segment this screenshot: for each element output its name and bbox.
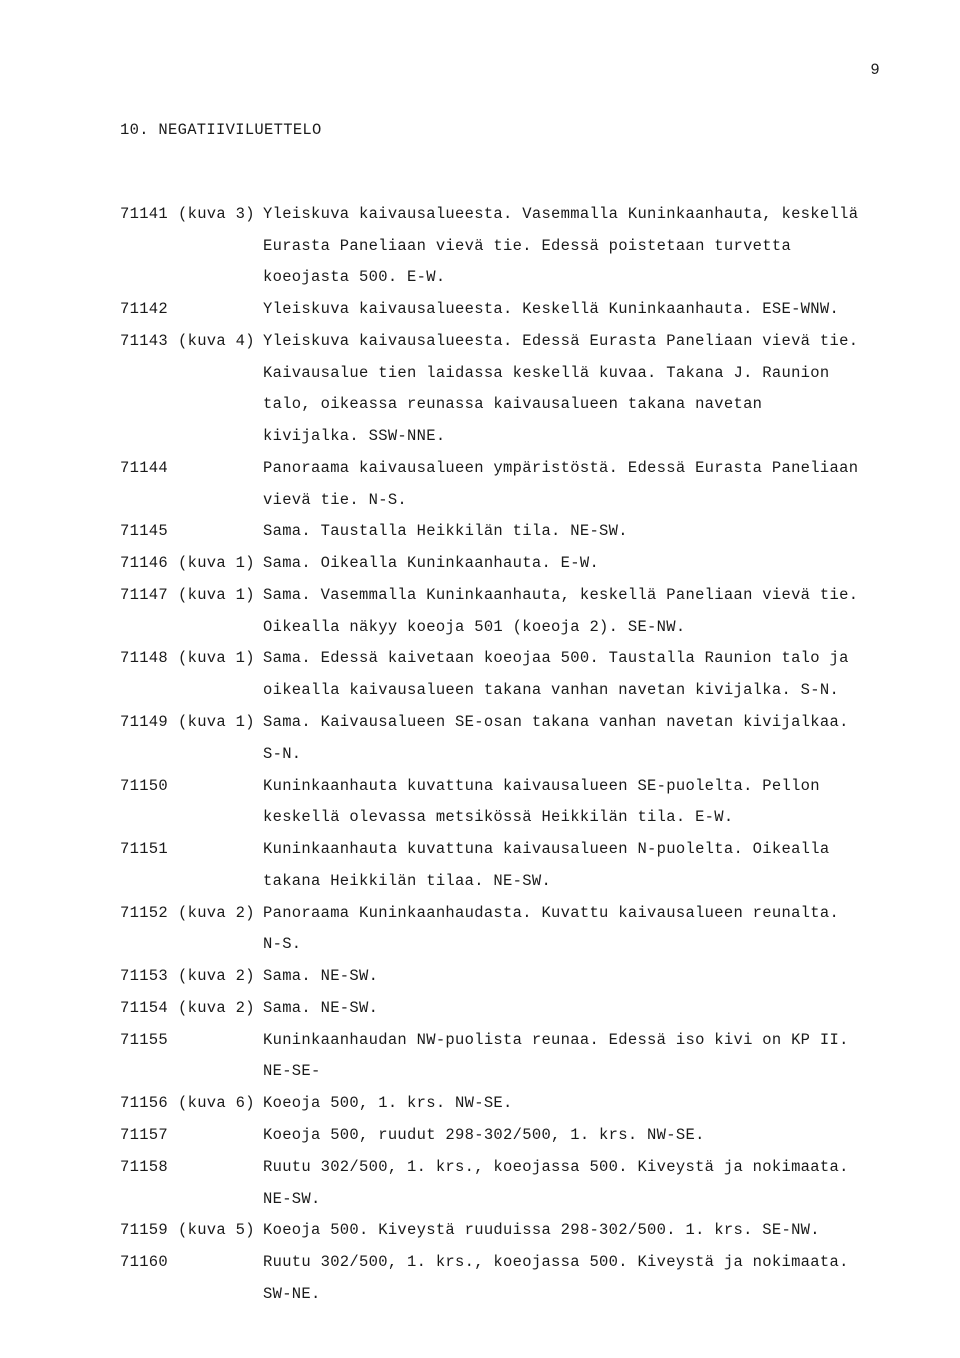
entry-description: Kuninkaanhaudan NW-puolista reunaa. Edes… xyxy=(263,1025,860,1089)
section-heading: 10. NEGATIIVILUETTELO xyxy=(120,115,860,147)
entry-description: Yleiskuva kaivausalueesta. Edessä Eurast… xyxy=(263,326,860,453)
entry-ref: (kuva 2) xyxy=(178,993,263,1025)
entry-ref: (kuva 5) xyxy=(178,1215,263,1247)
entry-id: 71145 xyxy=(120,516,178,548)
entry-ref: (kuva 4) xyxy=(178,326,263,358)
entry-description: Sama. Edessä kaivetaan koeojaa 500. Taus… xyxy=(263,643,860,707)
entry-description: Sama. Oikealla Kuninkaanhauta. E-W. xyxy=(263,548,860,580)
entry-id: 71143 xyxy=(120,326,178,358)
entry-row: 71145 Sama. Taustalla Heikkilän tila. NE-… xyxy=(120,516,860,548)
entry-id: 71144 xyxy=(120,453,178,485)
entry-description: Panoraama kaivausalueen ympäristöstä. Ed… xyxy=(263,453,860,517)
entry-description: Ruutu 302/500, 1. krs., koeojassa 500. K… xyxy=(263,1247,860,1311)
entry-row: 71151 Kuninkaanhauta kuvattuna kaivausalu… xyxy=(120,834,860,898)
entry-description: Yleiskuva kaivausalueesta. Keskellä Kuni… xyxy=(263,294,860,326)
entry-id: 71156 xyxy=(120,1088,178,1120)
entry-row: 71158 Ruutu 302/500, 1. krs., koeojassa 5… xyxy=(120,1152,860,1216)
entry-row: 71147(kuva 1)Sama. Vasemmalla Kuninkaanh… xyxy=(120,580,860,644)
entry-description: Kuninkaanhauta kuvattuna kaivausalueen N… xyxy=(263,834,860,898)
entry-id: 71159 xyxy=(120,1215,178,1247)
entry-row: 71143(kuva 4)Yleiskuva kaivausalueesta. … xyxy=(120,326,860,453)
entry-ref: (kuva 6) xyxy=(178,1088,263,1120)
entry-ref: (kuva 1) xyxy=(178,580,263,612)
entry-ref: (kuva 2) xyxy=(178,898,263,930)
entry-description: Sama. NE-SW. xyxy=(263,961,860,993)
entry-row: 71152(kuva 2)Panoraama Kuninkaanhaudasta… xyxy=(120,898,860,962)
entry-row: 71141(kuva 3)Yleiskuva kaivausalueesta. … xyxy=(120,199,860,294)
entries-list: 71141(kuva 3)Yleiskuva kaivausalueesta. … xyxy=(120,199,860,1311)
entry-description: Sama. NE-SW. xyxy=(263,993,860,1025)
entry-row: 71160 Ruutu 302/500, 1. krs., koeojassa 5… xyxy=(120,1247,860,1311)
entry-row: 71154(kuva 2)Sama. NE-SW. xyxy=(120,993,860,1025)
entry-id: 71146 xyxy=(120,548,178,580)
entry-id: 71150 xyxy=(120,771,178,803)
entry-description: Sama. Taustalla Heikkilän tila. NE-SW. xyxy=(263,516,860,548)
entry-ref: (kuva 1) xyxy=(178,548,263,580)
entry-ref: (kuva 2) xyxy=(178,961,263,993)
entry-description: Yleiskuva kaivausalueesta. Vasemmalla Ku… xyxy=(263,199,860,294)
entry-id: 71160 xyxy=(120,1247,178,1279)
entry-description: Koeoja 500, 1. krs. NW-SE. xyxy=(263,1088,860,1120)
entry-description: Ruutu 302/500, 1. krs., koeojassa 500. K… xyxy=(263,1152,860,1216)
entry-id: 71148 xyxy=(120,643,178,675)
entry-id: 71147 xyxy=(120,580,178,612)
entry-ref: (kuva 1) xyxy=(178,707,263,739)
entry-id: 71155 xyxy=(120,1025,178,1057)
entry-description: Sama. Vasemmalla Kuninkaanhauta, keskell… xyxy=(263,580,860,644)
entry-row: 71146(kuva 1)Sama. Oikealla Kuninkaanhau… xyxy=(120,548,860,580)
entry-id: 71142 xyxy=(120,294,178,326)
entry-description: Panoraama Kuninkaanhaudasta. Kuvattu kai… xyxy=(263,898,860,962)
entry-id: 71154 xyxy=(120,993,178,1025)
entry-ref: (kuva 1) xyxy=(178,643,263,675)
entry-id: 71152 xyxy=(120,898,178,930)
entry-row: 71157 Koeoja 500, ruudut 298-302/500, 1. … xyxy=(120,1120,860,1152)
entry-row: 71144 Panoraama kaivausalueen ympäristöst… xyxy=(120,453,860,517)
entry-description: Sama. Kaivausalueen SE-osan takana vanha… xyxy=(263,707,860,771)
entry-row: 71155 Kuninkaanhaudan NW-puolista reunaa.… xyxy=(120,1025,860,1089)
page-number: 9 xyxy=(870,55,880,87)
entry-row: 71149(kuva 1)Sama. Kaivausalueen SE-osan… xyxy=(120,707,860,771)
entry-id: 71157 xyxy=(120,1120,178,1152)
entry-row: 71150 Kuninkaanhauta kuvattuna kaivausalu… xyxy=(120,771,860,835)
entry-description: Koeoja 500, ruudut 298-302/500, 1. krs. … xyxy=(263,1120,860,1152)
entry-id: 71158 xyxy=(120,1152,178,1184)
entry-description: Kuninkaanhauta kuvattuna kaivausalueen S… xyxy=(263,771,860,835)
entry-id: 71149 xyxy=(120,707,178,739)
entry-description: Koeoja 500. Kiveystä ruuduissa 298-302/5… xyxy=(263,1215,860,1247)
entry-id: 71151 xyxy=(120,834,178,866)
entry-id: 71141 xyxy=(120,199,178,231)
entry-ref: (kuva 3) xyxy=(178,199,263,231)
entry-id: 71153 xyxy=(120,961,178,993)
entry-row: 71142 Yleiskuva kaivausalueesta. Keskellä… xyxy=(120,294,860,326)
entry-row: 71156(kuva 6)Koeoja 500, 1. krs. NW-SE. xyxy=(120,1088,860,1120)
entry-row: 71159(kuva 5)Koeoja 500. Kiveystä ruudui… xyxy=(120,1215,860,1247)
entry-row: 71148(kuva 1)Sama. Edessä kaivetaan koeo… xyxy=(120,643,860,707)
entry-row: 71153(kuva 2)Sama. NE-SW. xyxy=(120,961,860,993)
